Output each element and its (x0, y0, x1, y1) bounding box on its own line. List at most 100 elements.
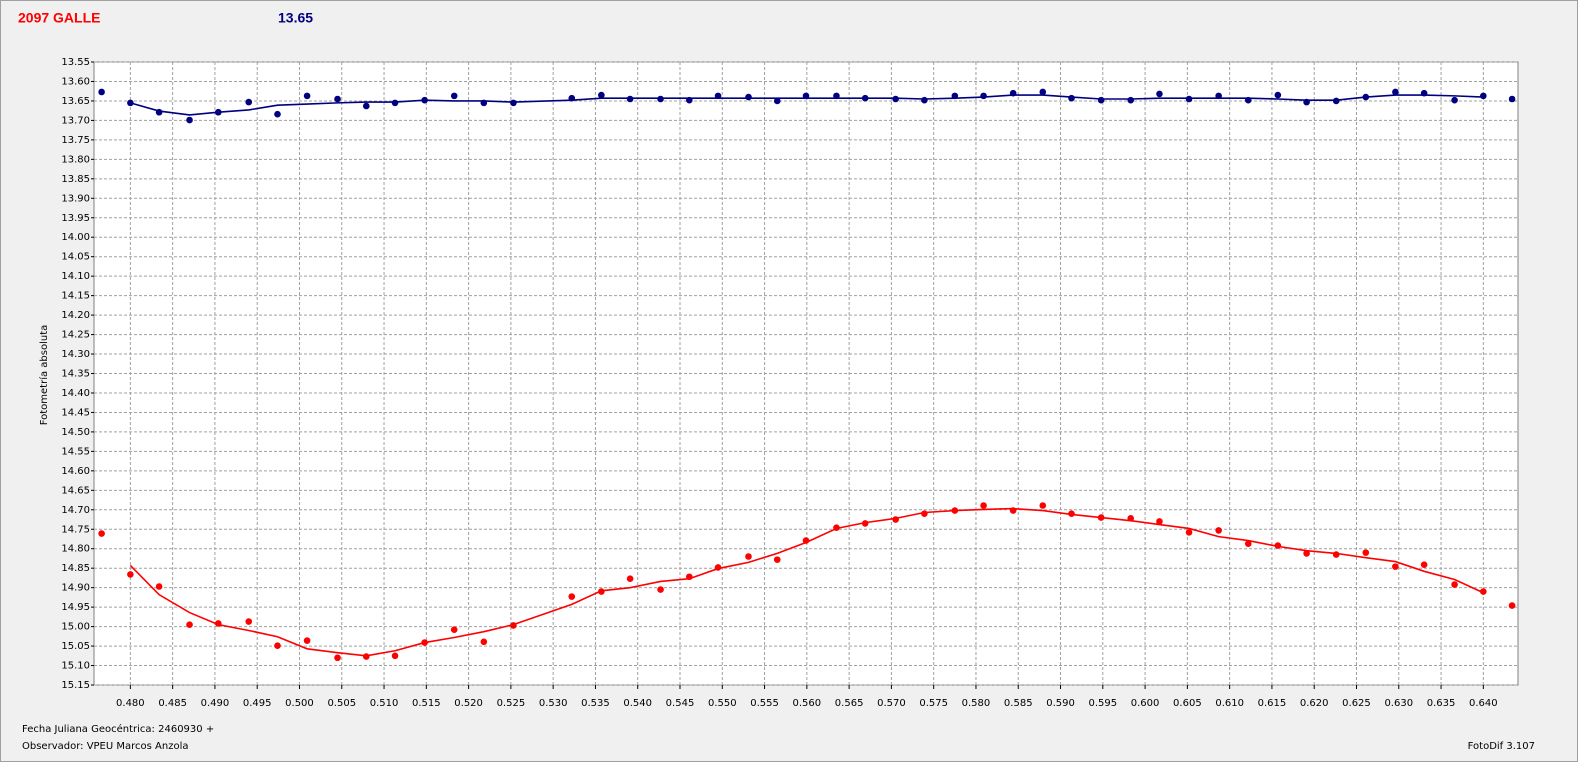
data-point (980, 92, 987, 100)
y-axis-label: Fotometría absoluta (38, 325, 50, 426)
data-point (1420, 561, 1428, 568)
y-tick-label: 13.75 (61, 135, 90, 146)
x-tick-label: 0.485 (158, 698, 187, 709)
y-tick-label: 14.05 (61, 252, 90, 263)
y-tick-label: 13.90 (61, 193, 90, 204)
fit-line (129, 507, 1484, 657)
x-tick-label: 0.550 (708, 698, 737, 709)
data-point (362, 102, 370, 110)
y-tick-label: 14.80 (61, 544, 90, 555)
data-point (127, 99, 134, 107)
y-tick-label: 13.80 (61, 154, 90, 165)
data-point (1451, 581, 1458, 588)
data-point (1303, 550, 1310, 557)
y-tick-label: 14.10 (61, 271, 90, 282)
data-point (127, 571, 134, 578)
y-tick-label: 14.25 (61, 330, 90, 341)
y-tick-label: 14.35 (61, 369, 90, 380)
data-point (980, 502, 987, 509)
data-point (1068, 94, 1075, 102)
x-tick-label: 0.590 (1046, 698, 1075, 709)
data-point (1480, 92, 1487, 100)
x-tick-label: 0.540 (623, 698, 652, 709)
comparison-value: 13.65 (278, 10, 313, 26)
data-point (1244, 540, 1252, 547)
x-tick-label: 0.565 (835, 698, 864, 709)
data-point (186, 621, 193, 628)
y-tick-label: 14.45 (61, 407, 90, 418)
data-point (1156, 90, 1163, 98)
data-point (1451, 96, 1458, 104)
x-tick-label: 0.640 (1469, 698, 1498, 709)
data-point (1508, 95, 1516, 103)
x-tick-label: 0.560 (793, 698, 822, 709)
data-point (626, 575, 634, 583)
data-point (334, 654, 341, 662)
y-tick-label: 15.10 (61, 661, 90, 672)
data-point (303, 637, 311, 644)
x-tick-label: 0.490 (201, 698, 230, 709)
y-tick-label: 14.95 (61, 602, 90, 613)
data-point (1215, 527, 1222, 534)
y-tick-label: 14.50 (61, 427, 90, 438)
data-point (1039, 88, 1047, 96)
x-tick-label: 0.580 (962, 698, 991, 709)
y-tick-label: 13.85 (61, 174, 90, 185)
software: FotoDif 3.107 (1468, 741, 1535, 752)
observer: Observador: VPEU Marcos Anzola (22, 741, 188, 752)
y-tick-label: 13.55 (61, 57, 90, 68)
data-point (334, 95, 341, 103)
data-point (745, 93, 752, 101)
y-tick-label: 15.05 (61, 641, 90, 652)
data-point (274, 110, 281, 118)
x-tick-label: 0.525 (497, 698, 526, 709)
x-tick-label: 0.510 (370, 698, 399, 709)
x-tick-label: 0.495 (243, 698, 272, 709)
y-tick-label: 14.65 (61, 485, 90, 496)
y-tick-label: 13.95 (61, 213, 90, 224)
x-tick-label: 0.585 (1004, 698, 1033, 709)
data-point (1480, 588, 1487, 595)
x-tick-label: 0.480 (116, 698, 145, 709)
y-tick-label: 14.00 (61, 232, 90, 243)
data-point (450, 92, 458, 100)
data-point (1332, 551, 1340, 558)
data-point (1392, 563, 1399, 570)
data-point (773, 97, 781, 105)
data-point (1156, 518, 1163, 525)
data-point (274, 642, 281, 649)
x-tick-label: 0.500 (285, 698, 314, 709)
y-tick-label: 14.85 (61, 563, 90, 574)
data-point (303, 92, 311, 100)
y-tick-label: 15.00 (61, 622, 90, 633)
y-tick-label: 14.15 (61, 291, 90, 302)
x-tick-label: 0.505 (327, 698, 356, 709)
y-tick-label: 14.30 (61, 349, 90, 360)
x-tick-label: 0.520 (454, 698, 483, 709)
x-tick-label: 0.530 (539, 698, 568, 709)
data-point (245, 618, 253, 625)
data-point (773, 556, 781, 563)
y-tick-label: 14.90 (61, 583, 90, 594)
y-tick-label: 14.60 (61, 466, 90, 477)
x-tick-label: 0.575 (919, 698, 948, 709)
data-point (391, 652, 399, 660)
x-tick-label: 0.610 (1215, 698, 1244, 709)
x-tick-label: 0.595 (1088, 698, 1117, 709)
data-point (245, 98, 253, 106)
y-tick-label: 14.40 (61, 388, 90, 399)
x-tick-label: 0.535 (581, 698, 610, 709)
y-tick-label: 15.15 (61, 680, 90, 691)
x-tick-label: 0.620 (1300, 698, 1329, 709)
x-tick-label: 0.605 (1173, 698, 1202, 709)
data-point (1508, 602, 1516, 609)
object-title: 2097 GALLE (18, 10, 100, 26)
data-point (598, 91, 605, 99)
data-point (1185, 529, 1193, 536)
y-tick-label: 14.75 (61, 524, 90, 535)
data-point (1362, 549, 1370, 556)
x-tick-label: 0.625 (1342, 698, 1371, 709)
y-tick-label: 14.55 (61, 446, 90, 457)
data-point (1039, 502, 1047, 509)
